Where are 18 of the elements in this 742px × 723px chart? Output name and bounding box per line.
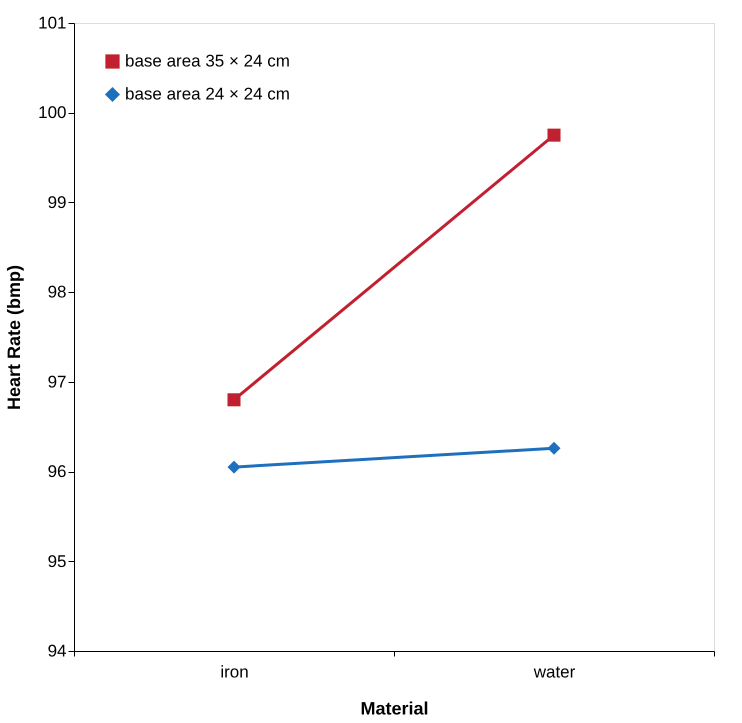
point bbox=[547, 128, 561, 142]
y-tick-label: 95 bbox=[48, 552, 66, 571]
x-axis-title: Material bbox=[360, 698, 429, 718]
point bbox=[227, 393, 241, 406]
y-tick-label: 100 bbox=[38, 103, 66, 122]
point bbox=[227, 460, 241, 474]
x-tick-label: iron bbox=[220, 662, 249, 682]
y-tick-label: 94 bbox=[48, 642, 66, 660]
y-tick-label: 96 bbox=[48, 462, 66, 482]
y-tick-label: 99 bbox=[48, 192, 66, 212]
y-tick-label: 97 bbox=[48, 372, 66, 392]
x-tick-label: water bbox=[532, 662, 576, 682]
point bbox=[547, 442, 561, 455]
y-axis-title: Heart Rate (bmp) bbox=[4, 264, 24, 410]
legend-label: base area 35 × 24 cm bbox=[125, 52, 290, 70]
y-tick-label: 98 bbox=[48, 282, 66, 302]
legend-label: base area 24 × 24 cm bbox=[125, 84, 290, 104]
y-tick-label: 101 bbox=[38, 14, 66, 32]
